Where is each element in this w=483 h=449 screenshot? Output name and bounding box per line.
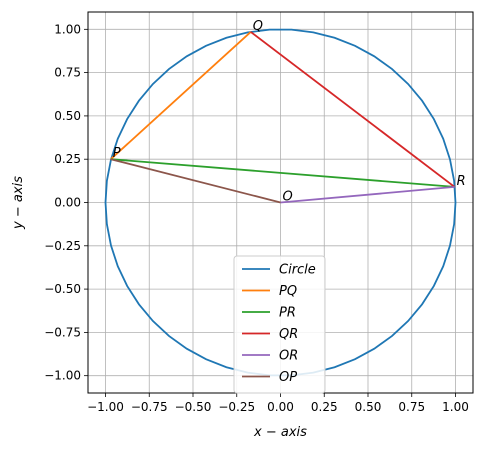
y-tick-label: −0.25 (44, 239, 81, 253)
x-tick-label: 1.00 (442, 400, 469, 414)
series-op (110, 158, 281, 204)
legend-label: OP (279, 370, 297, 385)
x-tick-label: −0.50 (175, 400, 212, 414)
x-tick-label: 0.25 (311, 400, 338, 414)
legend-label: OR (279, 349, 298, 364)
ticks: −1.00 −0.75 −0.50 −0.25 0.00 0.25 0.50 0.75 1.00… (44, 22, 469, 414)
x-tick-label: 0.00 (267, 400, 294, 414)
point-label-o: O (283, 190, 293, 205)
y-axis-label: y − axis (11, 176, 26, 230)
series-or (280, 186, 455, 204)
y-tick-label: 0.50 (54, 109, 81, 123)
y-tick-label: 0.00 (54, 196, 81, 210)
legend-label: PQ (279, 284, 297, 299)
y-tick-label: 0.25 (54, 152, 81, 166)
series-circle (104, 28, 457, 377)
x-tick-label: 0.75 (398, 400, 425, 414)
series-pr (110, 158, 455, 188)
legend: Circle PQ PR QR OR OP (233, 255, 326, 394)
y-tick-label: −0.50 (44, 282, 81, 296)
x-tick-label: −0.25 (218, 400, 255, 414)
point-label-q: Q (253, 19, 263, 34)
x-tick-label: −0.75 (131, 400, 168, 414)
legend-label: Circle (279, 263, 316, 278)
x-axis-label: x − axis (253, 425, 307, 440)
point-labels: P Q R O (113, 19, 466, 205)
point-label-r: R (457, 174, 466, 189)
plot-area (104, 28, 457, 377)
y-tick-label: −1.00 (44, 369, 81, 383)
legend-label: PR (279, 306, 296, 321)
y-tick-label: 1.00 (54, 22, 81, 36)
x-tick-label: 0.50 (355, 400, 382, 414)
y-tick-label: 0.75 (54, 66, 81, 80)
x-tick-label: −1.00 (87, 400, 124, 414)
series-qr (250, 31, 456, 188)
series-pq (110, 31, 252, 160)
point-label-p: P (113, 146, 121, 161)
y-tick-label: −0.75 (44, 325, 81, 339)
legend-label: QR (279, 327, 298, 342)
